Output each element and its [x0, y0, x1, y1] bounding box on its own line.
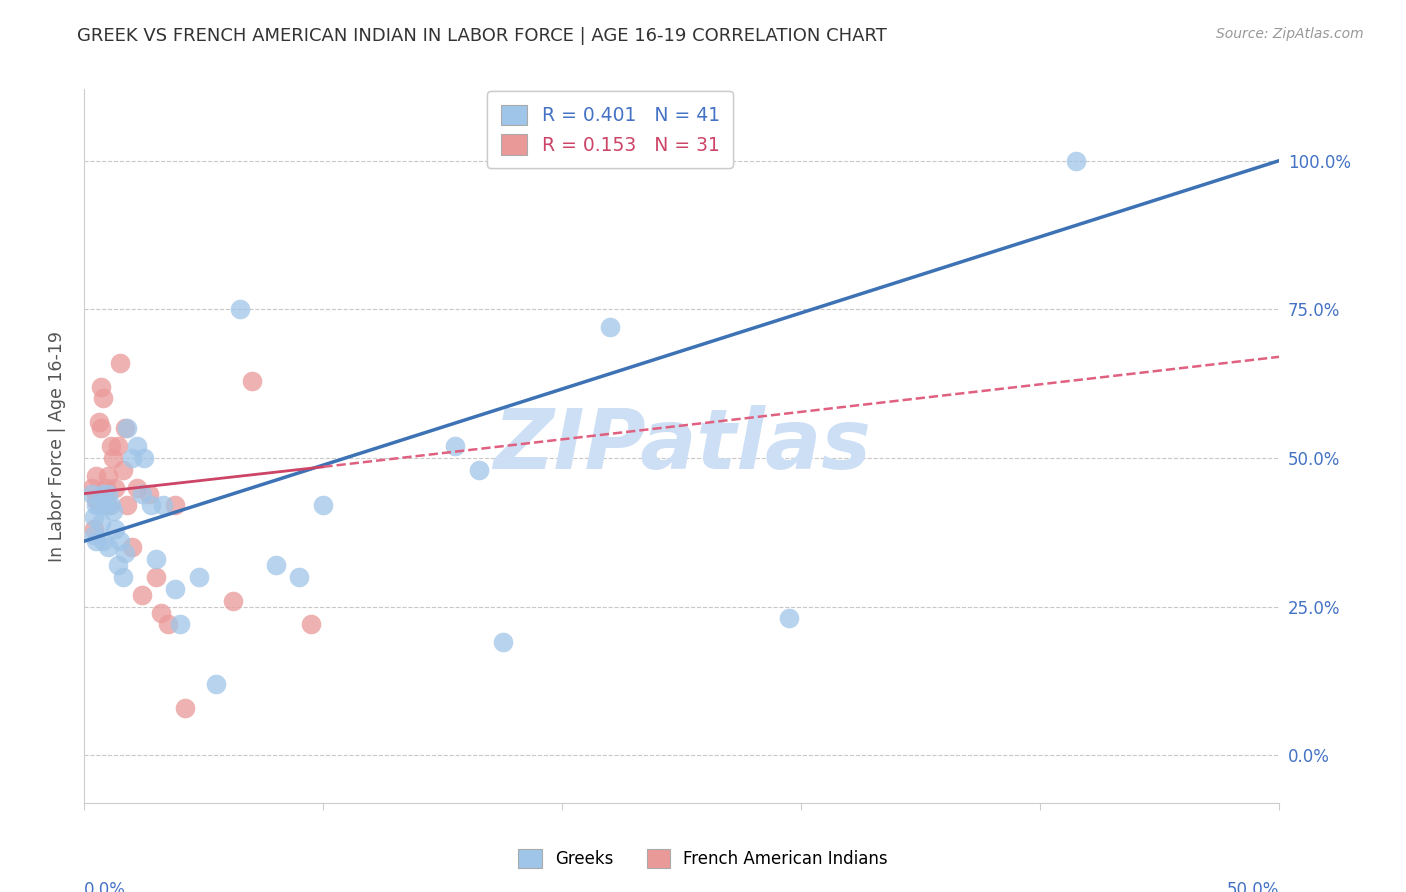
- Point: [87, 415, 110, 429]
- Y-axis label: In Labor Force | Age 16-19: In Labor Force | Age 16-19: [48, 331, 66, 561]
- Point: [141, 499, 163, 513]
- Point: [90, 516, 112, 531]
- Point: [1066, 153, 1088, 168]
- Point: [121, 540, 143, 554]
- Point: [86, 492, 108, 507]
- Point: [131, 588, 153, 602]
- Text: Source: ZipAtlas.com: Source: ZipAtlas.com: [1216, 27, 1364, 41]
- Point: [599, 320, 621, 334]
- Point: [86, 534, 108, 549]
- Point: [83, 510, 105, 524]
- Text: ZIPatlas: ZIPatlas: [494, 406, 870, 486]
- Point: [93, 392, 115, 406]
- Point: [97, 540, 120, 554]
- Point: [104, 522, 127, 536]
- Point: [125, 439, 148, 453]
- Point: [97, 468, 120, 483]
- Point: [288, 570, 311, 584]
- Point: [121, 450, 143, 465]
- Point: [125, 481, 148, 495]
- Point: [93, 534, 115, 549]
- Legend: R = 0.401   N = 41, R = 0.153   N = 31: R = 0.401 N = 41, R = 0.153 N = 31: [488, 92, 733, 168]
- Point: [86, 499, 108, 513]
- Point: [117, 421, 139, 435]
- Point: [110, 534, 132, 549]
- Point: [93, 486, 115, 500]
- Point: [90, 421, 112, 435]
- Point: [467, 463, 491, 477]
- Point: [152, 499, 174, 513]
- Point: [117, 499, 139, 513]
- Point: [107, 558, 129, 572]
- Point: [110, 356, 132, 370]
- Point: [221, 593, 243, 607]
- Point: [111, 463, 134, 477]
- Point: [264, 558, 287, 572]
- Point: [145, 570, 167, 584]
- Point: [138, 486, 160, 500]
- Point: [240, 374, 263, 388]
- Point: [87, 499, 110, 513]
- Point: [83, 522, 105, 536]
- Point: [165, 582, 187, 596]
- Point: [86, 468, 108, 483]
- Point: [83, 528, 105, 542]
- Point: [114, 421, 136, 435]
- Legend: Greeks, French American Indians: Greeks, French American Indians: [512, 843, 894, 875]
- Point: [165, 499, 187, 513]
- Point: [94, 499, 117, 513]
- Point: [228, 302, 252, 317]
- Text: 0.0%: 0.0%: [84, 881, 127, 892]
- Point: [104, 481, 127, 495]
- Text: GREEK VS FRENCH AMERICAN INDIAN IN LABOR FORCE | AGE 16-19 CORRELATION CHART: GREEK VS FRENCH AMERICAN INDIAN IN LABOR…: [77, 27, 887, 45]
- Point: [145, 552, 167, 566]
- Point: [80, 481, 103, 495]
- Point: [188, 570, 211, 584]
- Text: 50.0%: 50.0%: [1227, 881, 1279, 892]
- Point: [444, 439, 467, 453]
- Point: [80, 486, 103, 500]
- Point: [97, 486, 120, 500]
- Point: [132, 450, 156, 465]
- Point: [101, 504, 124, 518]
- Point: [94, 481, 117, 495]
- Point: [492, 635, 515, 649]
- Point: [169, 617, 191, 632]
- Point: [149, 606, 172, 620]
- Point: [131, 486, 153, 500]
- Point: [173, 700, 195, 714]
- Point: [312, 499, 335, 513]
- Point: [107, 439, 129, 453]
- Point: [111, 570, 134, 584]
- Point: [100, 439, 122, 453]
- Point: [157, 617, 180, 632]
- Point: [301, 617, 323, 632]
- Point: [90, 379, 112, 393]
- Point: [97, 499, 120, 513]
- Point: [114, 546, 136, 560]
- Point: [100, 499, 122, 513]
- Point: [101, 450, 124, 465]
- Point: [779, 611, 801, 625]
- Point: [205, 677, 228, 691]
